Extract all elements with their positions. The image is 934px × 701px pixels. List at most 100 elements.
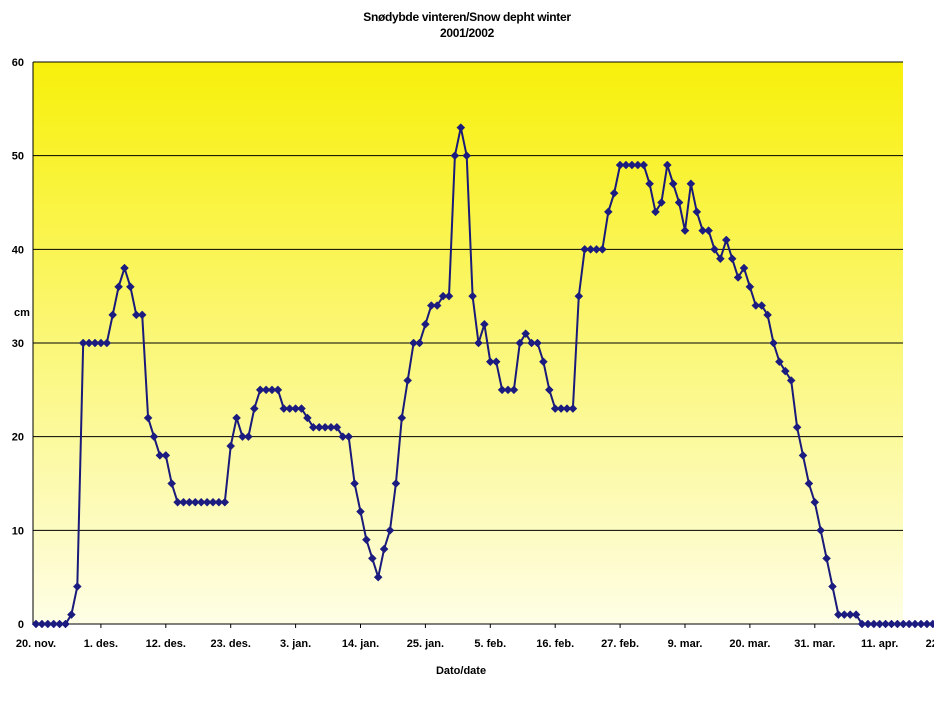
data-point	[881, 619, 890, 629]
data-point	[816, 525, 826, 535]
data-point	[633, 160, 643, 170]
y-axis-label: cm	[14, 307, 30, 319]
data-point	[450, 151, 460, 161]
data-point	[786, 376, 796, 385]
x-tick-label: 25. jan.	[407, 638, 444, 650]
data-point	[350, 479, 359, 488]
data-point	[291, 404, 300, 413]
data-point	[273, 385, 283, 395]
x-tick-label: 31. mar.	[794, 638, 835, 650]
data-point	[261, 385, 271, 395]
x-tick-label: 20. mar.	[729, 638, 770, 650]
data-point	[609, 188, 619, 198]
data-point	[598, 244, 607, 254]
data-point	[303, 413, 312, 423]
data-point	[645, 179, 654, 189]
data-point	[356, 507, 365, 516]
x-tick-label: 20. nov.	[16, 638, 56, 650]
data-point	[161, 451, 171, 460]
x-tick-label: 14. jan.	[342, 638, 379, 650]
x-tick-label: 5. feb.	[474, 638, 506, 650]
data-point	[580, 244, 590, 254]
data-point	[344, 432, 354, 442]
data-point	[314, 422, 324, 432]
data-point	[586, 244, 595, 254]
data-point	[61, 619, 70, 629]
data-point	[114, 282, 123, 292]
data-point	[49, 619, 59, 629]
data-point	[668, 179, 678, 189]
x-tick-label: 9. mar.	[668, 638, 703, 650]
data-point	[267, 385, 277, 395]
data-point	[780, 366, 790, 376]
data-point	[320, 422, 330, 432]
data-point	[639, 160, 649, 170]
data-point	[196, 497, 206, 507]
data-point	[55, 619, 64, 629]
data-point	[533, 338, 542, 348]
data-point	[733, 273, 743, 282]
data-point	[745, 282, 755, 292]
data-point	[444, 291, 454, 301]
data-point	[916, 619, 926, 629]
data-point	[326, 422, 336, 432]
y-tick-label: 10	[12, 525, 24, 537]
data-point	[710, 244, 719, 254]
data-point	[96, 338, 106, 348]
data-point	[149, 432, 159, 442]
series-layer	[31, 123, 934, 629]
data-point	[739, 263, 749, 273]
data-point	[503, 385, 513, 395]
data-point	[716, 254, 725, 264]
data-point	[651, 207, 660, 217]
data-point	[409, 338, 418, 348]
data-point	[208, 497, 218, 507]
data-point	[662, 160, 672, 170]
data-point	[226, 441, 236, 451]
data-point	[84, 338, 94, 348]
data-point	[120, 263, 129, 273]
data-point	[704, 226, 713, 235]
data-point	[615, 160, 625, 170]
x-tick-label: 16. feb.	[536, 638, 574, 650]
x-tick-label: 12. des.	[146, 638, 186, 650]
data-point	[922, 619, 932, 629]
data-point	[249, 404, 259, 413]
data-point	[485, 357, 495, 367]
data-point	[875, 619, 885, 629]
data-point	[769, 338, 778, 348]
data-point	[43, 619, 53, 629]
y-tick-label: 30	[12, 338, 24, 350]
data-point	[727, 254, 737, 264]
data-point	[108, 310, 118, 320]
data-point	[78, 338, 88, 348]
data-point	[456, 123, 466, 132]
data-point	[845, 610, 855, 619]
data-point	[397, 413, 407, 423]
data-point	[332, 422, 342, 432]
data-point	[621, 160, 631, 170]
data-point	[893, 619, 902, 629]
data-point	[851, 610, 861, 619]
y-tick-label: 50	[12, 151, 24, 163]
x-tick-label: 23. des.	[211, 638, 251, 650]
data-point	[515, 338, 525, 348]
data-point	[72, 582, 82, 591]
data-point	[185, 497, 194, 507]
data-point	[421, 319, 430, 329]
x-tick-label: 27. feb.	[601, 638, 639, 650]
data-point	[131, 310, 141, 320]
data-point	[556, 404, 566, 413]
chart-title: Snødybde vinteren/Snow depht winter	[363, 10, 571, 24]
data-point	[550, 404, 560, 413]
x-axis-label: Dato/date	[436, 665, 486, 677]
data-point	[698, 226, 708, 235]
data-point	[863, 619, 873, 629]
data-point	[804, 479, 814, 488]
data-point	[362, 535, 371, 545]
chart-subtitle: 2001/2002	[439, 26, 495, 40]
data-point	[763, 310, 772, 320]
data-point	[828, 582, 837, 591]
data-point	[574, 291, 584, 301]
y-tick-label: 40	[12, 244, 24, 256]
